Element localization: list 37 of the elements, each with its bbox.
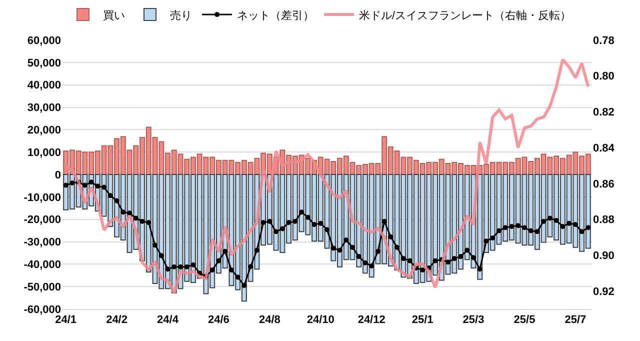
y-tick-label: -30,000 bbox=[24, 236, 61, 249]
legend-label: 買い bbox=[103, 10, 125, 22]
y2-tick-label: 0.80 bbox=[593, 70, 614, 83]
x-tick-label: 24/1 bbox=[55, 314, 77, 326]
y-tick-label: 50,000 bbox=[27, 57, 61, 70]
y-tick-label: 0 bbox=[54, 169, 61, 182]
x-tick-label: 25/5 bbox=[514, 314, 536, 326]
y-tick-label: -40,000 bbox=[24, 259, 61, 272]
y2-tick-label: 0.78 bbox=[593, 34, 614, 47]
y2-tick-label: 0.86 bbox=[593, 178, 614, 190]
y2-tick-label: 0.84 bbox=[593, 142, 616, 154]
x-tick-label: 25/3 bbox=[462, 314, 484, 326]
y2-tick-label: 0.88 bbox=[593, 214, 614, 226]
x-tick-label: 25/7 bbox=[564, 314, 586, 326]
y-tick-label: 40,000 bbox=[27, 80, 61, 92]
x-tick-label: 24/8 bbox=[258, 314, 280, 326]
y-tick-label: -60,000 bbox=[24, 304, 61, 316]
x-tick-label: 25/1 bbox=[412, 314, 434, 326]
x-tick-label: 24/6 bbox=[208, 314, 230, 326]
x-tick-label: 24/10 bbox=[306, 314, 334, 326]
y2-tick-label: 0.90 bbox=[593, 250, 614, 262]
x-tick-label: 24/2 bbox=[106, 314, 128, 326]
y-tick-label: -10,000 bbox=[24, 192, 61, 204]
y2-tick-label: 0.82 bbox=[593, 106, 614, 119]
x-tick-label: 24/4 bbox=[157, 314, 180, 326]
y-tick-label: -50,000 bbox=[24, 281, 61, 294]
legend-label: ネット（差引） bbox=[237, 10, 314, 22]
y-tick-label: 30,000 bbox=[27, 102, 61, 114]
y-tick-label: -20,000 bbox=[24, 214, 61, 226]
y-tick-label: 20,000 bbox=[27, 124, 61, 137]
x-tick-label: 24/12 bbox=[358, 314, 386, 326]
y2-tick-label: 0.92 bbox=[593, 286, 614, 298]
legend-label: 売り bbox=[170, 8, 192, 22]
line-series bbox=[64, 58, 590, 294]
y-tick-label: 10,000 bbox=[27, 146, 61, 159]
y-tick-label: 60,000 bbox=[27, 34, 61, 47]
legend-label: 米ドル/スイスフランレート（右軸・反転） bbox=[359, 8, 572, 22]
